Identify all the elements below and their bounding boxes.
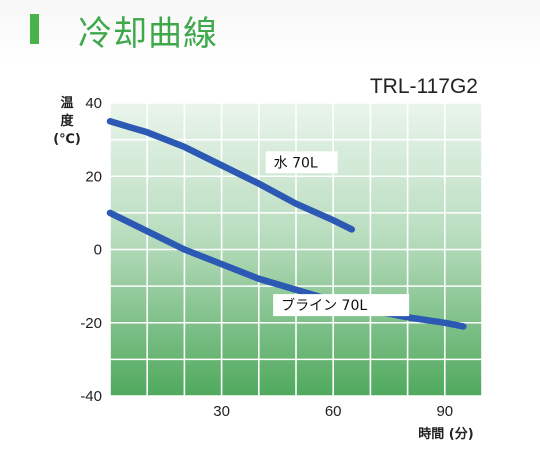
series-label-box: [273, 294, 410, 317]
series-line-1: [106, 209, 467, 330]
axis-labels: 時間 (分) 温度 (℃): [53, 96, 474, 442]
series-label-0: 水 70L: [274, 155, 318, 171]
y-axis-label-line: 温: [60, 96, 73, 111]
x-tick-label: 90: [436, 403, 453, 420]
y-tick-label: -40: [80, 388, 102, 405]
page-title: 冷却曲線: [78, 14, 218, 54]
model-label: TRL-117G2: [370, 75, 478, 98]
x-axis-label: 時間 (分): [418, 426, 473, 442]
y-tick-label: 40: [85, 95, 102, 112]
x-tick-label: 30: [213, 403, 230, 420]
y-tick-label: 0: [94, 242, 102, 259]
series-line-0: [106, 118, 356, 233]
series-label-box: [265, 151, 338, 174]
series-label-1: ブライン 70L: [281, 297, 367, 314]
y-tick-label: -20: [80, 315, 102, 332]
y-axis-label-line: 度: [60, 113, 74, 129]
axis-ticks: 40 20 0 -20 -40 30 60 90: [80, 95, 453, 420]
series-labels: 水 70L ブライン 70L: [265, 151, 410, 317]
header-band: [0, 0, 540, 62]
title-accent-bar: [30, 14, 39, 44]
y-axis-label-line: (℃): [53, 132, 81, 147]
y-tick-label: 20: [85, 168, 102, 185]
x-tick-label: 60: [325, 403, 342, 420]
grid-lines: [109, 102, 483, 397]
series-lines: [106, 118, 467, 330]
